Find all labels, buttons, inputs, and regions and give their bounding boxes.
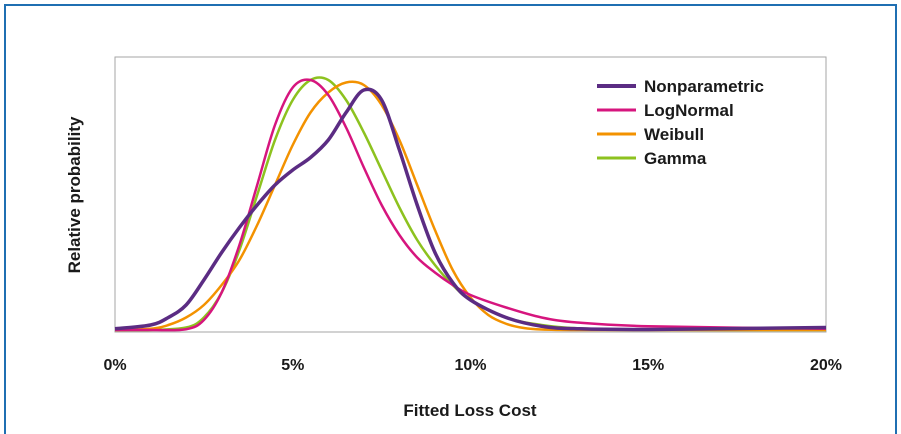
x-tick-label: 5% [281, 357, 304, 374]
legend: Nonparametric LogNormal Weibull Gamma [597, 77, 764, 168]
series-layer [114, 76, 827, 332]
legend-label-nonparametric: Nonparametric [644, 77, 764, 96]
plot-area [114, 56, 827, 333]
x-tick-label: 10% [454, 357, 486, 374]
y-axis-title: Relative probability [65, 116, 84, 273]
x-axis-title: Fitted Loss Cost [403, 401, 537, 420]
legend-label-gamma: Gamma [644, 149, 707, 168]
legend-label-weibull: Weibull [644, 125, 704, 144]
series-line-lognormal [114, 78, 827, 332]
x-tick-label: 20% [810, 357, 842, 374]
x-tick-labels: 0% 5% 10% 15% 20% [103, 357, 842, 374]
outer-border [4, 4, 897, 434]
legend-label-lognormal: LogNormal [644, 101, 734, 120]
x-tick-label: 0% [103, 357, 126, 374]
x-tick-label: 15% [632, 357, 664, 374]
series-line-nonparametric [114, 87, 827, 332]
